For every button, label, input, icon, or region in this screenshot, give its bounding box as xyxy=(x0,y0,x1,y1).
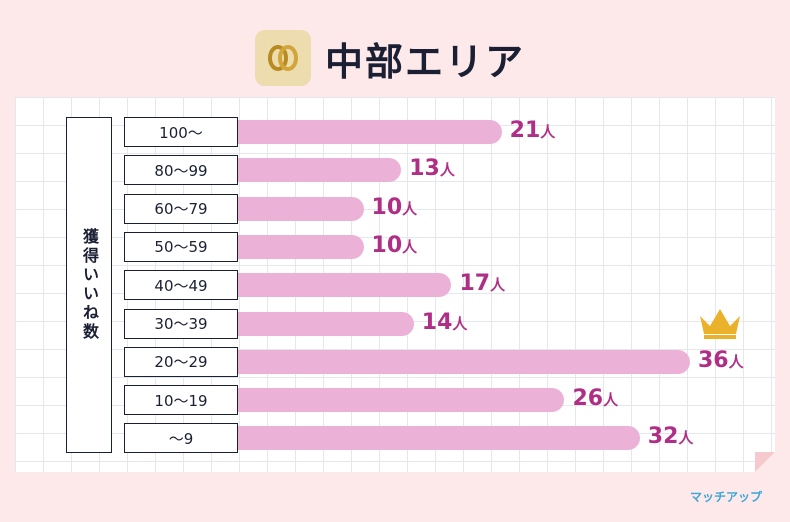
unit: 人 xyxy=(603,391,619,410)
bar xyxy=(238,426,640,451)
bar xyxy=(238,311,414,336)
category-label: 40〜49 xyxy=(124,270,238,301)
crown-icon xyxy=(700,309,740,339)
value: 10 xyxy=(371,232,403,258)
unit: 人 xyxy=(402,237,418,256)
unit: 人 xyxy=(490,276,506,295)
bar xyxy=(238,349,690,374)
unit: 人 xyxy=(728,352,744,371)
y-axis-label: 獲得いいね数 xyxy=(66,117,112,453)
data-label: 36人 xyxy=(698,348,744,373)
unit: 人 xyxy=(678,429,694,448)
value: 17 xyxy=(459,271,491,297)
category-label: 30〜39 xyxy=(124,308,238,339)
unit: 人 xyxy=(439,161,455,180)
unit: 人 xyxy=(540,123,556,141)
value: 26 xyxy=(572,386,604,412)
data-label: 10人 xyxy=(372,233,418,258)
bar xyxy=(238,273,452,298)
brand-logo: マッチアップ xyxy=(690,490,763,504)
category-label: 20〜29 xyxy=(124,346,238,377)
category-label: 10〜19 xyxy=(124,385,238,416)
category-label: 50〜59 xyxy=(124,231,238,262)
category-label: 〜9 xyxy=(124,423,238,454)
page-title: 中部エリア xyxy=(255,30,525,86)
value: 13 xyxy=(409,156,440,182)
data-label: 14人 xyxy=(422,310,468,335)
bar xyxy=(238,234,364,259)
data-label: 32人 xyxy=(648,424,694,449)
category-label: 100〜 xyxy=(124,117,238,147)
data-label: 21人 xyxy=(510,118,556,143)
data-label: 26人 xyxy=(572,386,618,411)
bar xyxy=(238,196,364,221)
value: 36 xyxy=(698,347,729,373)
value: 14 xyxy=(421,309,453,335)
category-label: 60〜79 xyxy=(124,193,238,224)
data-label: 17人 xyxy=(459,271,505,296)
bar xyxy=(238,388,565,413)
title-text: 中部エリア xyxy=(325,39,526,84)
unit: 人 xyxy=(452,314,468,333)
value: 10 xyxy=(371,194,403,220)
folded-corner xyxy=(755,452,775,472)
bar xyxy=(238,158,402,183)
unit: 人 xyxy=(402,199,418,218)
gold-rings-icon xyxy=(255,30,311,86)
value: 32 xyxy=(647,424,679,450)
data-label: 10人 xyxy=(372,195,418,220)
data-label: 13人 xyxy=(409,156,455,181)
category-label: 80〜99 xyxy=(124,155,238,186)
bar xyxy=(238,120,502,144)
value: 21 xyxy=(509,118,541,143)
